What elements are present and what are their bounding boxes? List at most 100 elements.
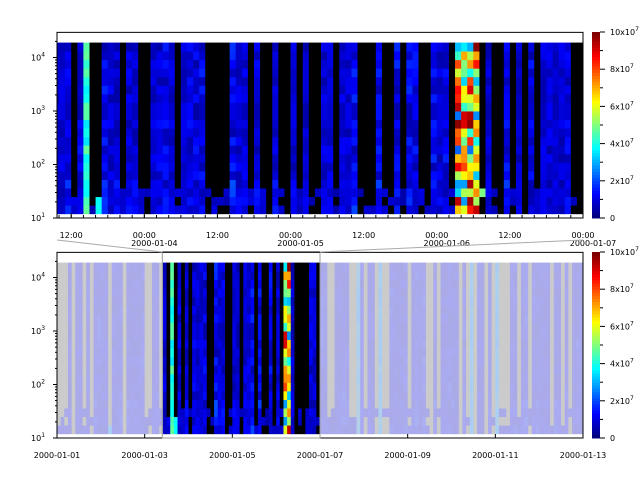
heatmap-cell xyxy=(375,145,383,155)
heatmap-cell xyxy=(396,416,401,426)
heatmap-cell xyxy=(477,288,482,298)
colorbar-swatch xyxy=(592,152,600,157)
heatmap-cell xyxy=(290,331,295,341)
heatmap-cell xyxy=(381,205,389,215)
heatmap-cell xyxy=(151,339,157,349)
heatmap-cell xyxy=(246,271,251,281)
heatmap-cell xyxy=(108,390,113,400)
heatmap-cell xyxy=(181,279,186,289)
heatmap-cell xyxy=(444,425,449,435)
heatmap-cell xyxy=(71,136,78,146)
heatmap-cell xyxy=(287,416,292,426)
heatmap-cell xyxy=(436,356,441,366)
heatmap-cell xyxy=(162,93,170,103)
heatmap-cell xyxy=(404,262,409,272)
heatmap-cell xyxy=(564,271,569,281)
heatmap-cell xyxy=(144,42,151,52)
heatmap-cell xyxy=(272,356,277,366)
heatmap-cell xyxy=(430,162,438,172)
heatmap-cell xyxy=(488,425,493,435)
heatmap-cell xyxy=(341,322,346,332)
heatmap-cell xyxy=(447,408,452,418)
heatmap-cell xyxy=(407,425,412,435)
heatmap-cell xyxy=(473,76,480,86)
heatmap-cell xyxy=(181,288,186,298)
x-tick-label: 2000-01-01 xyxy=(34,451,81,460)
heatmap-cell xyxy=(65,51,72,61)
heatmap-cell xyxy=(279,279,284,289)
heatmap-cell xyxy=(444,399,449,409)
heatmap-cell xyxy=(400,356,405,366)
heatmap-cell xyxy=(480,416,485,426)
colorbar-swatch xyxy=(592,32,600,36)
heatmap-cell xyxy=(448,205,456,215)
heatmap-cell xyxy=(261,348,266,358)
heatmap-cell xyxy=(115,348,120,358)
heatmap-cell xyxy=(193,93,200,103)
heatmap-cell xyxy=(535,288,540,298)
heatmap-cell xyxy=(60,416,65,426)
heatmap-cell xyxy=(455,288,460,298)
heatmap-cell xyxy=(119,365,124,375)
heatmap-cell xyxy=(393,416,398,426)
x-tick-label: 2000-01-03 xyxy=(121,451,168,460)
heatmap-cell xyxy=(498,356,504,366)
heatmap-cell xyxy=(338,279,343,289)
heatmap-cell xyxy=(466,305,471,315)
heatmap-cell xyxy=(550,425,555,435)
heatmap-cell xyxy=(302,170,310,180)
heatmap-cell xyxy=(156,205,164,215)
heatmap-cell xyxy=(57,373,62,383)
heatmap-cell xyxy=(211,196,218,206)
heatmap-cell xyxy=(564,170,572,180)
heatmap-cell xyxy=(394,188,401,198)
heatmap-cell xyxy=(211,119,218,129)
heatmap-cell xyxy=(302,188,310,198)
heatmap-cell xyxy=(148,382,153,392)
heatmap-cell xyxy=(418,382,423,392)
heatmap-cell xyxy=(296,93,304,103)
heatmap-cell xyxy=(327,296,332,306)
heatmap-cell xyxy=(503,205,511,215)
heatmap-cell xyxy=(540,162,547,172)
heatmap-cell xyxy=(188,313,193,323)
heatmap-cell xyxy=(546,68,553,78)
heatmap-cell xyxy=(111,408,116,418)
heatmap-cell xyxy=(473,382,478,392)
heatmap-cell xyxy=(455,85,462,95)
heatmap-cell xyxy=(334,373,339,383)
heatmap-cell xyxy=(93,305,98,315)
heatmap-cell xyxy=(424,68,432,78)
heatmap-cell xyxy=(184,416,189,426)
heatmap-cell xyxy=(477,425,482,435)
heatmap-cell xyxy=(284,128,291,138)
heatmap-cell xyxy=(345,271,350,281)
heatmap-cell xyxy=(367,313,372,323)
heatmap-cell xyxy=(221,313,226,323)
heatmap-cell xyxy=(552,59,560,69)
heatmap-cell xyxy=(513,382,518,392)
heatmap-cell xyxy=(369,76,377,86)
heatmap-cell xyxy=(83,136,90,146)
heatmap-cell xyxy=(57,153,60,163)
colorbar-swatch xyxy=(592,47,600,52)
heatmap-cell xyxy=(133,279,138,289)
colorbar-tick-label: 4x107 xyxy=(610,138,634,149)
heatmap-cell xyxy=(363,296,368,306)
heatmap-cell xyxy=(314,170,322,180)
heatmap-cell xyxy=(95,196,103,206)
heatmap-cell xyxy=(484,390,489,400)
heatmap-cell xyxy=(287,348,292,358)
heatmap-cell xyxy=(119,331,124,341)
heatmap-cell xyxy=(509,136,517,146)
heatmap-cell xyxy=(534,128,541,138)
heatmap-cell xyxy=(294,322,299,332)
heatmap-cell xyxy=(502,416,507,426)
heatmap-cell xyxy=(404,373,409,383)
heatmap-cell xyxy=(64,322,69,332)
heatmap-cell xyxy=(250,313,255,323)
heatmap-cell xyxy=(467,59,474,69)
heatmap-cell xyxy=(210,313,215,323)
heatmap-cell xyxy=(132,128,139,138)
heatmap-cell xyxy=(327,119,334,129)
